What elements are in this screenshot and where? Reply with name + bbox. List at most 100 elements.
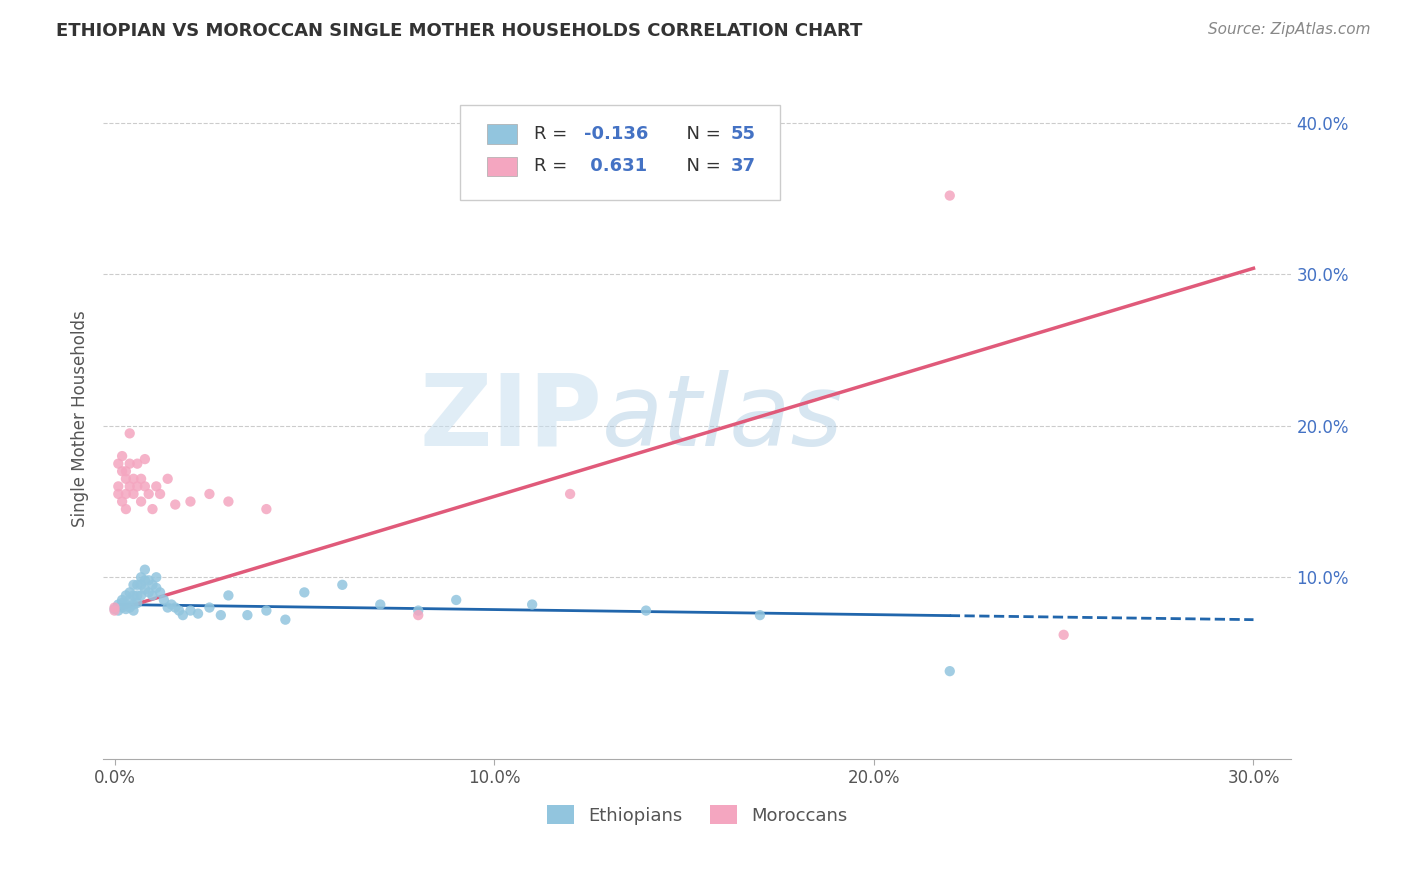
Text: R =: R = — [534, 125, 574, 143]
Point — [115, 602, 138, 616]
Point — [122, 589, 145, 603]
Point — [138, 487, 160, 501]
Point — [138, 574, 160, 588]
Point — [167, 604, 190, 618]
Text: ETHIOPIAN VS MOROCCAN SINGLE MOTHER HOUSEHOLDS CORRELATION CHART: ETHIOPIAN VS MOROCCAN SINGLE MOTHER HOUS… — [56, 22, 863, 40]
Point — [368, 598, 391, 612]
Point — [111, 600, 134, 615]
Point — [1053, 628, 1076, 642]
Point — [134, 574, 156, 588]
Point — [939, 188, 962, 202]
Point — [149, 585, 172, 599]
Point — [236, 608, 259, 623]
Point — [406, 608, 429, 623]
Point — [134, 582, 156, 597]
Point — [127, 596, 149, 610]
Point — [122, 604, 145, 618]
Point — [179, 604, 201, 618]
Point — [103, 602, 125, 616]
Point — [118, 457, 141, 471]
Point — [274, 613, 297, 627]
Point — [558, 487, 581, 501]
Point — [134, 452, 156, 467]
FancyBboxPatch shape — [486, 125, 517, 144]
Point — [134, 479, 156, 493]
Point — [172, 608, 194, 623]
Point — [111, 494, 134, 508]
Point — [115, 487, 138, 501]
Text: N =: N = — [675, 157, 727, 175]
Text: ZIP: ZIP — [419, 369, 602, 467]
Point — [129, 570, 152, 584]
Point — [217, 589, 239, 603]
Point — [115, 464, 138, 478]
Point — [254, 502, 277, 516]
FancyBboxPatch shape — [486, 156, 517, 176]
Point — [138, 585, 160, 599]
Point — [122, 578, 145, 592]
Point — [198, 487, 221, 501]
Point — [129, 589, 152, 603]
Point — [141, 578, 163, 592]
Point — [107, 487, 129, 501]
Text: R =: R = — [534, 157, 574, 175]
Point — [149, 487, 172, 501]
Text: N =: N = — [675, 125, 727, 143]
Point — [156, 472, 179, 486]
Point — [187, 607, 209, 621]
Point — [145, 581, 167, 595]
Point — [634, 604, 657, 618]
Point — [107, 457, 129, 471]
Point — [141, 502, 163, 516]
Point — [127, 479, 149, 493]
Point — [103, 604, 125, 618]
Point — [165, 498, 187, 512]
Point — [107, 598, 129, 612]
Point — [115, 502, 138, 516]
Point — [111, 596, 134, 610]
Point — [330, 578, 353, 592]
Point — [939, 664, 962, 678]
Point — [118, 585, 141, 599]
Point — [156, 600, 179, 615]
Point — [160, 598, 183, 612]
Text: Source: ZipAtlas.com: Source: ZipAtlas.com — [1208, 22, 1371, 37]
Point — [118, 479, 141, 493]
Point — [129, 472, 152, 486]
Point — [129, 494, 152, 508]
Point — [217, 494, 239, 508]
Point — [118, 600, 141, 615]
Point — [209, 608, 232, 623]
Point — [748, 608, 770, 623]
Point — [122, 598, 145, 612]
Point — [406, 604, 429, 618]
Y-axis label: Single Mother Households: Single Mother Households — [72, 310, 89, 526]
Point — [134, 563, 156, 577]
Point — [127, 589, 149, 603]
Point — [115, 598, 138, 612]
Point — [127, 457, 149, 471]
Text: 37: 37 — [731, 157, 755, 175]
Point — [115, 589, 138, 603]
FancyBboxPatch shape — [460, 104, 780, 200]
Point — [141, 589, 163, 603]
Text: atlas: atlas — [602, 369, 844, 467]
Point — [111, 593, 134, 607]
Point — [107, 479, 129, 493]
Text: -0.136: -0.136 — [585, 125, 648, 143]
Point — [292, 585, 315, 599]
Legend: Ethiopians, Moroccans: Ethiopians, Moroccans — [540, 798, 855, 831]
Point — [520, 598, 543, 612]
Point — [103, 600, 125, 615]
Point — [122, 472, 145, 486]
Point — [122, 487, 145, 501]
Point — [254, 604, 277, 618]
Point — [118, 426, 141, 441]
Point — [153, 593, 176, 607]
Text: 0.631: 0.631 — [585, 157, 648, 175]
Point — [127, 578, 149, 592]
Point — [145, 570, 167, 584]
Point — [111, 449, 134, 463]
Point — [115, 472, 138, 486]
Point — [444, 593, 467, 607]
